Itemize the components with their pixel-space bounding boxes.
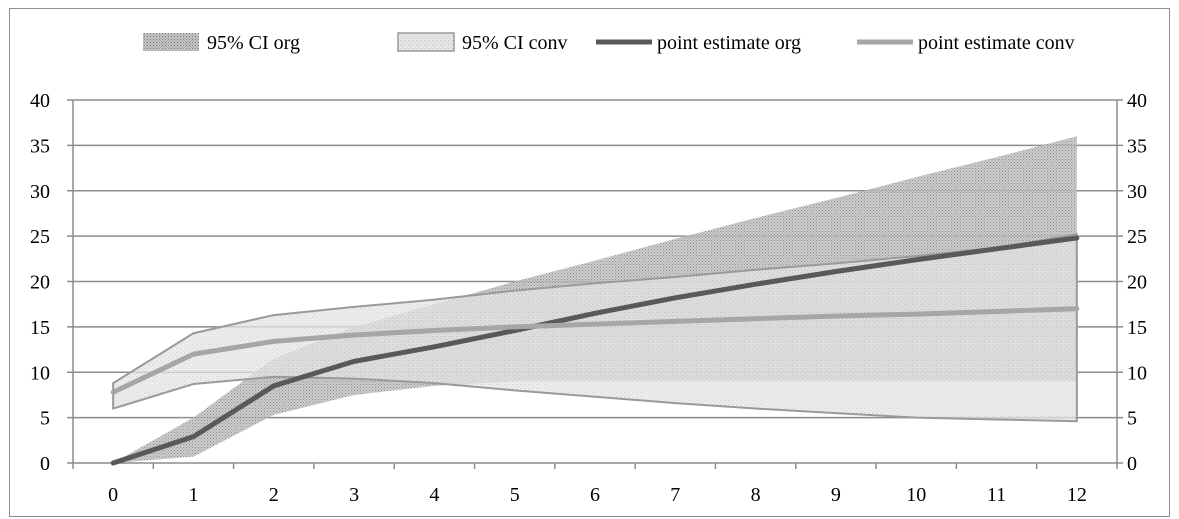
x-tick-label: 10 — [906, 484, 926, 506]
y-tick-label-left: 25 — [30, 226, 50, 248]
x-tick-label: 4 — [429, 484, 439, 506]
x-tick-label: 0 — [108, 484, 118, 506]
y-tick-label-left: 30 — [30, 181, 50, 203]
x-tick-label: 6 — [590, 484, 600, 506]
y-tick-label-right: 15 — [1127, 317, 1147, 339]
x-tick-label: 7 — [670, 484, 680, 506]
legend-label: point estimate conv — [918, 32, 1075, 54]
y-tick-label-left: 15 — [30, 317, 50, 339]
y-tick-label-right: 35 — [1127, 135, 1147, 157]
legend-swatch — [398, 33, 454, 51]
x-tick-label: 5 — [510, 484, 520, 506]
y-tick-label-right: 25 — [1127, 226, 1147, 248]
x-tick-label: 1 — [188, 484, 198, 506]
x-tick-label: 11 — [987, 484, 1006, 506]
legend-label: 95% CI conv — [462, 32, 568, 54]
y-tick-label-left: 35 — [30, 135, 50, 157]
y-tick-label-right: 40 — [1127, 90, 1147, 112]
x-tick-label: 9 — [831, 484, 841, 506]
legend-swatch — [143, 33, 199, 51]
y-tick-label-right: 0 — [1127, 453, 1137, 475]
y-tick-label-left: 20 — [30, 272, 50, 294]
legend-label: 95% CI org — [207, 32, 300, 54]
y-tick-label-left: 0 — [40, 453, 50, 475]
legend-label: point estimate org — [657, 32, 801, 54]
x-tick-label: 8 — [751, 484, 761, 506]
x-tick-label: 2 — [269, 484, 279, 506]
y-tick-label-right: 5 — [1127, 408, 1137, 430]
y-tick-label-left: 5 — [40, 408, 50, 430]
y-tick-label-left: 40 — [30, 90, 50, 112]
y-tick-label-right: 30 — [1127, 181, 1147, 203]
y-tick-label-right: 10 — [1127, 362, 1147, 384]
x-tick-label: 3 — [349, 484, 359, 506]
y-tick-label-right: 20 — [1127, 272, 1147, 294]
x-tick-label: 12 — [1067, 484, 1087, 506]
legend-item-0: 95% CI org — [143, 32, 300, 54]
legend-item-1: 95% CI conv — [398, 32, 568, 54]
y-tick-label-left: 10 — [30, 362, 50, 384]
